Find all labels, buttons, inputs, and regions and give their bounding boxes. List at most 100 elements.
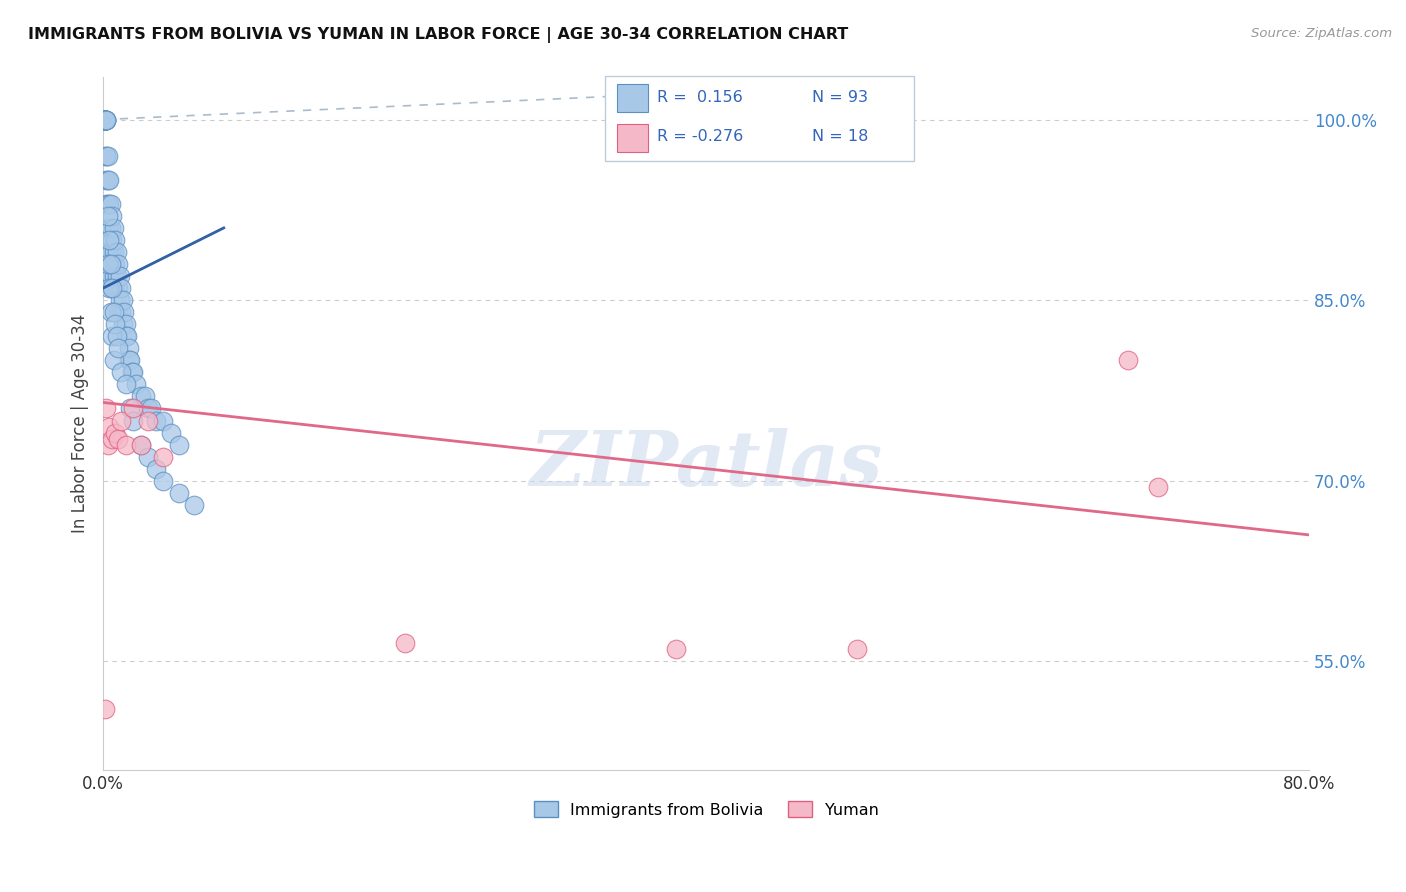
Point — [93, 702, 115, 716]
Point — [94, 149, 117, 163]
Point — [141, 401, 163, 416]
Point — [1147, 480, 1170, 494]
Point — [100, 221, 122, 235]
Point — [120, 353, 142, 368]
Point — [117, 329, 139, 343]
Point — [114, 437, 136, 451]
Point — [100, 269, 122, 284]
Point — [93, 112, 115, 127]
Point — [98, 233, 121, 247]
Point — [104, 233, 127, 247]
Point — [93, 112, 115, 127]
Point — [152, 474, 174, 488]
Point — [134, 389, 156, 403]
Point — [101, 209, 124, 223]
Point — [94, 197, 117, 211]
Point — [94, 112, 117, 127]
Point — [665, 642, 688, 657]
Point — [94, 401, 117, 416]
Point — [107, 281, 129, 295]
Point — [183, 498, 205, 512]
Point — [93, 112, 115, 127]
Point — [97, 209, 120, 223]
Point — [94, 112, 117, 127]
Point — [98, 281, 121, 295]
Point — [101, 281, 124, 295]
Point — [101, 281, 124, 295]
Point — [93, 112, 115, 127]
Text: N = 18: N = 18 — [811, 129, 868, 145]
Point — [94, 173, 117, 187]
Text: R = -0.276: R = -0.276 — [657, 129, 744, 145]
Point — [145, 413, 167, 427]
Point — [122, 413, 145, 427]
Point — [122, 401, 145, 416]
Point — [98, 419, 121, 434]
Point — [167, 485, 190, 500]
Point — [108, 293, 131, 307]
Point — [97, 149, 120, 163]
Point — [138, 450, 160, 464]
Text: N = 93: N = 93 — [811, 90, 868, 105]
Point — [152, 450, 174, 464]
Point — [103, 245, 125, 260]
Point — [93, 112, 115, 127]
Point — [152, 413, 174, 427]
Point — [105, 269, 128, 284]
Point — [845, 642, 868, 657]
Y-axis label: In Labor Force | Age 30-34: In Labor Force | Age 30-34 — [72, 314, 89, 533]
Point — [97, 245, 120, 260]
Point — [111, 317, 134, 331]
Point — [160, 425, 183, 440]
Point — [112, 305, 135, 319]
Legend: Immigrants from Bolivia, Yuman: Immigrants from Bolivia, Yuman — [527, 795, 884, 824]
Text: ZIPatlas: ZIPatlas — [530, 428, 883, 502]
Point — [98, 245, 121, 260]
Point — [103, 353, 125, 368]
Point — [125, 377, 148, 392]
Text: Source: ZipAtlas.com: Source: ZipAtlas.com — [1251, 27, 1392, 40]
Point — [110, 365, 132, 379]
Point — [111, 293, 134, 307]
Point — [110, 281, 132, 295]
Point — [138, 401, 160, 416]
Point — [138, 413, 160, 427]
Point — [118, 353, 141, 368]
Point — [107, 432, 129, 446]
Point — [93, 112, 115, 127]
Point — [129, 437, 152, 451]
Point — [110, 305, 132, 319]
Point — [97, 257, 120, 271]
Point — [103, 221, 125, 235]
Point — [104, 317, 127, 331]
Point — [93, 112, 115, 127]
Point — [94, 149, 117, 163]
Point — [100, 305, 122, 319]
Bar — [617, 124, 648, 152]
Point — [120, 401, 142, 416]
Point — [121, 365, 143, 379]
Point — [98, 269, 121, 284]
Point — [118, 341, 141, 355]
Point — [98, 197, 121, 211]
Point — [107, 305, 129, 319]
Point — [97, 173, 120, 187]
Point — [104, 425, 127, 440]
Bar — [617, 85, 648, 112]
Point — [97, 269, 120, 284]
Point — [101, 432, 124, 446]
Point — [98, 221, 121, 235]
Point — [122, 365, 145, 379]
Point — [114, 317, 136, 331]
Point — [104, 281, 127, 295]
Point — [114, 329, 136, 343]
Point — [101, 233, 124, 247]
Text: IMMIGRANTS FROM BOLIVIA VS YUMAN IN LABOR FORCE | AGE 30-34 CORRELATION CHART: IMMIGRANTS FROM BOLIVIA VS YUMAN IN LABO… — [28, 27, 848, 43]
Point — [107, 341, 129, 355]
Point — [93, 112, 115, 127]
Point — [105, 245, 128, 260]
Point — [129, 437, 152, 451]
Point — [98, 173, 121, 187]
Point — [101, 257, 124, 271]
Point — [105, 329, 128, 343]
